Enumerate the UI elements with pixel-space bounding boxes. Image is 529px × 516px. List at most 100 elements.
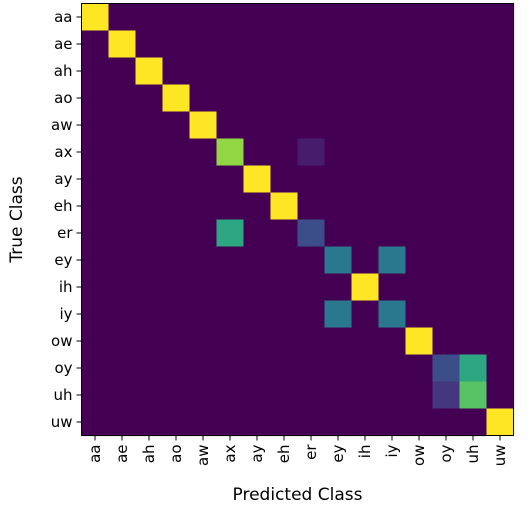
heatmap-cell-ah-ih bbox=[351, 57, 380, 86]
heatmap-cell-ao-oy bbox=[432, 84, 461, 113]
heatmap-cell-ow-iy bbox=[378, 327, 407, 356]
heatmap-cell-uw-aa bbox=[81, 408, 110, 437]
heatmap-cell-ax-ey bbox=[324, 138, 353, 167]
y-tick-label: ay bbox=[54, 170, 72, 188]
heatmap-cell-er-uh bbox=[459, 219, 488, 248]
heatmap-cell-oy-ey bbox=[324, 354, 353, 383]
heatmap-cell-uh-ah bbox=[135, 381, 164, 410]
heatmap-cell-ax-er bbox=[297, 138, 326, 167]
plot-frame bbox=[81, 3, 514, 436]
heatmap-cell-ey-ao bbox=[162, 246, 191, 275]
heatmap-cell-aw-ih bbox=[351, 111, 380, 140]
heatmap-cell-eh-iy bbox=[378, 192, 407, 221]
heatmap-cell-ay-aw bbox=[189, 165, 218, 194]
heatmap-cell-uh-ao bbox=[162, 381, 191, 410]
heatmap-cell-uh-uw bbox=[486, 381, 515, 410]
heatmap-cell-aa-ax bbox=[216, 3, 245, 32]
heatmap-cell-ao-aa bbox=[81, 84, 110, 113]
heatmap-cell-aa-ao bbox=[162, 3, 191, 32]
heatmap-cell-eh-er bbox=[297, 192, 326, 221]
heatmap-cell-ay-iy bbox=[378, 165, 407, 194]
heatmap-cell-eh-ay bbox=[243, 192, 272, 221]
x-tick-label: iy bbox=[383, 444, 401, 457]
heatmap-cell-aa-ey bbox=[324, 3, 353, 32]
heatmap-cell-ih-aa bbox=[81, 273, 110, 302]
heatmap-cell-aa-aa bbox=[81, 3, 110, 32]
heatmap-cell-iy-eh bbox=[270, 300, 299, 329]
heatmap-cell-ah-aw bbox=[189, 57, 218, 86]
heatmap-cell-iy-aa bbox=[81, 300, 110, 329]
heatmap-cell-iy-ae bbox=[108, 300, 137, 329]
heatmap-cell-ey-ax bbox=[216, 246, 245, 275]
heatmap-cell-er-ih bbox=[351, 219, 380, 248]
heatmap-cell-ih-ih bbox=[351, 273, 380, 302]
x-tick-label: aw bbox=[194, 445, 212, 466]
heatmap-cell-er-ow bbox=[405, 219, 434, 248]
heatmap-cell-ax-eh bbox=[270, 138, 299, 167]
y-axis-title: True Class bbox=[7, 176, 27, 263]
heatmap-cell-uw-er bbox=[297, 408, 326, 437]
heatmap-cell-ax-oy bbox=[432, 138, 461, 167]
heatmap-cell-aw-oy bbox=[432, 111, 461, 140]
heatmap-cell-aw-ow bbox=[405, 111, 434, 140]
heatmap-cell-ao-uh bbox=[459, 84, 488, 113]
heatmap-cell-ao-ih bbox=[351, 84, 380, 113]
heatmap-cell-ae-ih bbox=[351, 30, 380, 59]
heatmap-cell-ey-aw bbox=[189, 246, 218, 275]
heatmap-cell-aw-ao bbox=[162, 111, 191, 140]
heatmap-cell-aw-iy bbox=[378, 111, 407, 140]
heatmap-cell-ey-ae bbox=[108, 246, 137, 275]
heatmap-cell-oy-ay bbox=[243, 354, 272, 383]
heatmap-cell-er-oy bbox=[432, 219, 461, 248]
heatmap-cells bbox=[81, 3, 515, 437]
heatmap-cell-oy-iy bbox=[378, 354, 407, 383]
heatmap-cell-uw-ax bbox=[216, 408, 245, 437]
y-tick-label: oy bbox=[54, 359, 72, 377]
heatmap-cell-ih-iy bbox=[378, 273, 407, 302]
heatmap-cell-ow-oy bbox=[432, 327, 461, 356]
heatmap-cell-ah-ax bbox=[216, 57, 245, 86]
y-tick-label: aw bbox=[51, 116, 72, 134]
heatmap-cell-ah-aa bbox=[81, 57, 110, 86]
heatmap-cell-er-eh bbox=[270, 219, 299, 248]
heatmap-cell-ax-ow bbox=[405, 138, 434, 167]
heatmap-cell-oy-ax bbox=[216, 354, 245, 383]
heatmap-cell-ae-er bbox=[297, 30, 326, 59]
heatmap-cell-oy-er bbox=[297, 354, 326, 383]
y-tick-label: ih bbox=[59, 278, 73, 296]
heatmap-cell-ow-aa bbox=[81, 327, 110, 356]
heatmap-cell-uw-ao bbox=[162, 408, 191, 437]
heatmap-cell-uw-uw bbox=[486, 408, 515, 437]
heatmap-cell-ey-oy bbox=[432, 246, 461, 275]
y-tick-label: iy bbox=[59, 305, 72, 323]
heatmap-cell-ax-ax bbox=[216, 138, 245, 167]
heatmap-cell-iy-ih bbox=[351, 300, 380, 329]
heatmap-cell-eh-ax bbox=[216, 192, 245, 221]
heatmap-cell-uh-oy bbox=[432, 381, 461, 410]
heatmap-cell-ae-uh bbox=[459, 30, 488, 59]
y-tick-label: ao bbox=[54, 89, 72, 107]
heatmap-cell-ae-ao bbox=[162, 30, 191, 59]
heatmap-cell-aa-uh bbox=[459, 3, 488, 32]
heatmap-cell-eh-ah bbox=[135, 192, 164, 221]
heatmap-cell-ow-uw bbox=[486, 327, 515, 356]
heatmap-cell-aw-ay bbox=[243, 111, 272, 140]
heatmap-cell-uh-aw bbox=[189, 381, 218, 410]
x-tick-label: ah bbox=[140, 445, 158, 464]
x-tick-label: ow bbox=[410, 445, 428, 466]
heatmap-cell-ow-eh bbox=[270, 327, 299, 356]
heatmap-cell-uw-ae bbox=[108, 408, 137, 437]
heatmap-cell-eh-ey bbox=[324, 192, 353, 221]
heatmap-cell-iy-ay bbox=[243, 300, 272, 329]
heatmap-cell-er-uw bbox=[486, 219, 515, 248]
heatmap-cell-aw-uh bbox=[459, 111, 488, 140]
heatmap-cell-ih-eh bbox=[270, 273, 299, 302]
heatmap-cell-ow-ay bbox=[243, 327, 272, 356]
heatmap-cell-aw-er bbox=[297, 111, 326, 140]
heatmap-cell-uh-ih bbox=[351, 381, 380, 410]
heatmap-cell-ae-ay bbox=[243, 30, 272, 59]
heatmap-cell-ah-ah bbox=[135, 57, 164, 86]
heatmap-cell-ih-aw bbox=[189, 273, 218, 302]
heatmap-cell-er-ao bbox=[162, 219, 191, 248]
